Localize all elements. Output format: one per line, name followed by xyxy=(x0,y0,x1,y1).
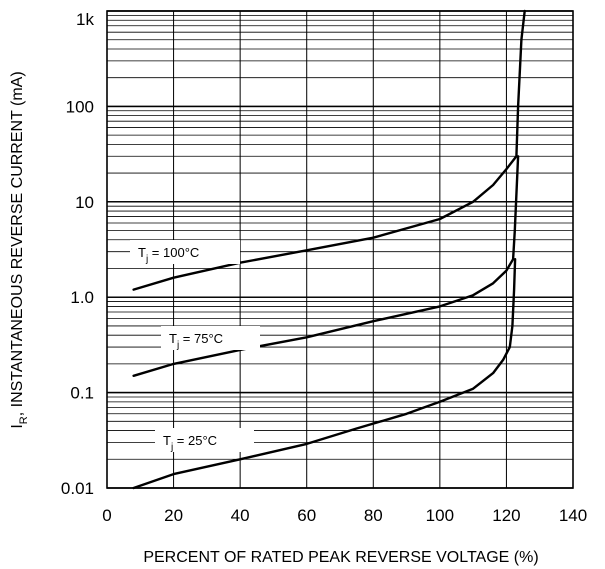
y-tick-label: 0.01 xyxy=(61,479,94,498)
y-tick-label: 0.1 xyxy=(70,384,94,403)
x-tick-label: 20 xyxy=(164,506,183,525)
series-line xyxy=(132,258,517,490)
x-tick-labels: 0 20 40 60 80 100 120 140 xyxy=(102,506,587,525)
x-tick-label: 0 xyxy=(102,506,111,525)
y-axis-title: IR, INSTANTANEOUS REVERSE CURRENT (mA) xyxy=(9,71,30,428)
x-tick-label: 60 xyxy=(297,506,316,525)
x-tick-label: 40 xyxy=(231,506,250,525)
series-curves xyxy=(132,9,526,490)
curve-label-box xyxy=(130,240,240,264)
curve-label-box xyxy=(161,326,260,350)
x-axis-title: PERCENT OF RATED PEAK REVERSE VOLTAGE (%… xyxy=(143,549,538,566)
x-tick-label: 100 xyxy=(426,506,454,525)
curve-labels: Tj = 100°CTj = 75°CTj = 25°C xyxy=(130,240,260,453)
y-tick-label: 1k xyxy=(76,10,94,29)
series-line xyxy=(132,9,526,291)
x-tick-label: 140 xyxy=(559,506,587,525)
y-tick-labels: 0.01 0.1 1.0 10 100 1k xyxy=(61,10,95,498)
plot-frame xyxy=(106,10,574,489)
y-tick-label: 100 xyxy=(66,97,94,116)
y-tick-label: 10 xyxy=(75,193,94,212)
y-tick-label: 1.0 xyxy=(70,288,94,307)
curve-label-box xyxy=(155,428,254,452)
x-tick-label: 80 xyxy=(364,506,383,525)
series-line xyxy=(132,155,520,377)
x-tick-label: 120 xyxy=(492,506,520,525)
